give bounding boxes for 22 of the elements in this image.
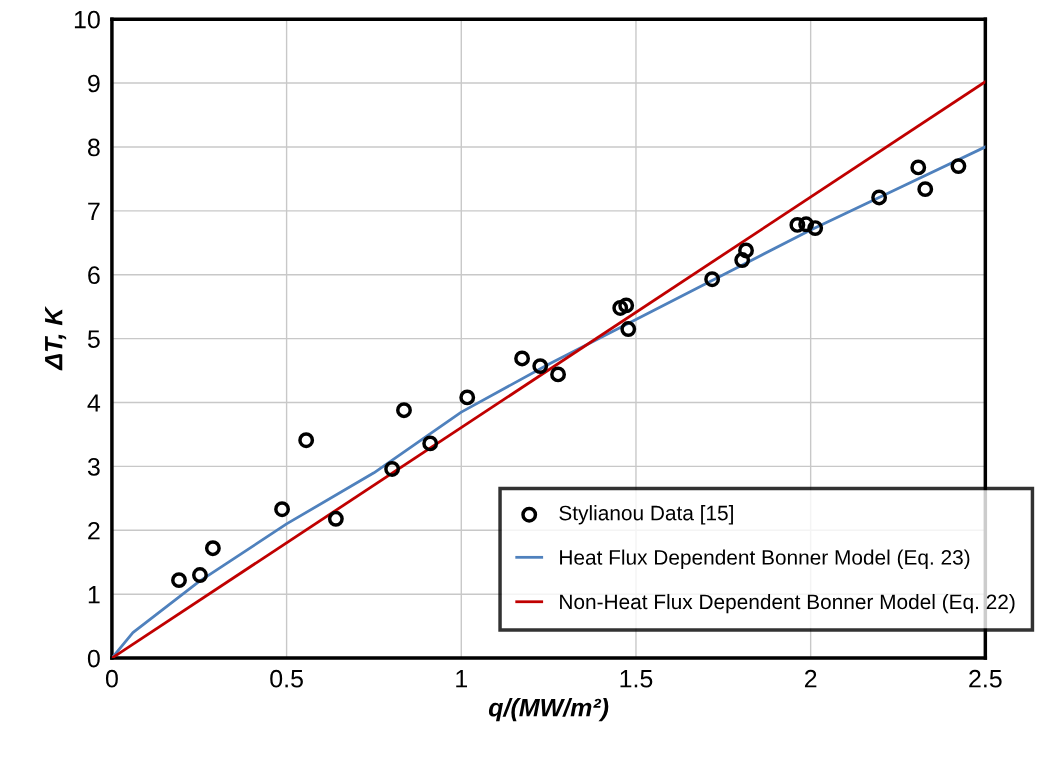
y-tick-label: 6 bbox=[88, 266, 100, 285]
y-tick-label: 1 bbox=[88, 586, 100, 604]
x-axis-title: q/(MW/m²) bbox=[488, 698, 609, 722]
y-tick-label: 3 bbox=[87, 458, 100, 476]
x-tick-label: 1.5 bbox=[620, 670, 653, 688]
legend-label: Non-Heat Flux Dependent Bonner Model (Eq. 22) bbox=[560, 593, 1015, 614]
y-tick-label: 0 bbox=[87, 649, 100, 668]
y-tick-label: 5 bbox=[87, 330, 100, 348]
legend-label: Heat Flux Dependent Bonner Model (Eq. 23) bbox=[560, 549, 970, 569]
x-tick-label: 1 bbox=[456, 670, 468, 688]
y-axis-title: ΔT, K bbox=[45, 306, 67, 371]
x-tick-label: 2.5 bbox=[969, 669, 1002, 688]
y-tick-label: 10 bbox=[74, 10, 100, 29]
y-tick-label: 4 bbox=[87, 394, 101, 412]
legend-label: Stylianou Data [15] bbox=[559, 505, 733, 525]
y-tick-label: 2 bbox=[88, 521, 100, 540]
y-tick-label: 8 bbox=[87, 138, 100, 157]
y-tick-label: 7 bbox=[88, 202, 100, 220]
x-tick-label: 2 bbox=[804, 669, 817, 688]
y-tick-label: 9 bbox=[88, 74, 100, 93]
x-tick-label: 0.5 bbox=[270, 669, 303, 688]
x-tick-label: 0 bbox=[105, 669, 118, 688]
